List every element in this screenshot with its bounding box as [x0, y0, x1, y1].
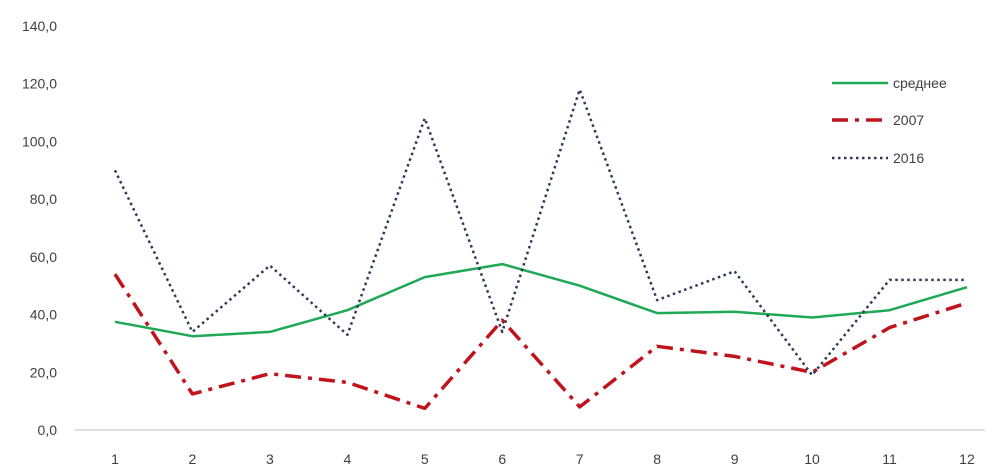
series-line-среднее [114, 262, 968, 338]
x-tick-label: 3 [266, 451, 274, 467]
series-line-2016 [113, 88, 967, 377]
x-tick-label: 11 [882, 451, 897, 467]
x-tick-label: 5 [421, 451, 429, 467]
x-tick-label: 12 [959, 451, 975, 467]
x-tick-label: 2 [189, 451, 197, 467]
legend-label: 2016 [893, 150, 924, 166]
y-tick-label: 40,0 [30, 307, 57, 323]
legend-label: среднее [893, 75, 947, 91]
y-axis-tick-labels: 0,0 20,0 40,0 60,0 80,0 100,0 120,0 140,0 [22, 18, 57, 438]
legend-label: 2007 [893, 112, 924, 128]
y-tick-label: 80,0 [30, 191, 57, 207]
x-tick-label: 7 [576, 451, 584, 467]
y-tick-label: 0,0 [38, 422, 58, 438]
y-tick-label: 60,0 [30, 249, 57, 265]
x-tick-label: 4 [343, 451, 351, 467]
y-tick-label: 20,0 [30, 364, 57, 380]
x-tick-label: 10 [804, 451, 820, 467]
legend: среднее 2007 2016 [832, 75, 947, 166]
y-tick-label: 120,0 [22, 76, 57, 92]
series-lines [113, 88, 968, 411]
x-axis-tick-labels: 1 2 3 4 5 6 7 8 9 10 11 12 [111, 451, 975, 467]
x-tick-label: 6 [498, 451, 506, 467]
y-tick-label: 140,0 [22, 18, 57, 34]
y-tick-label: 100,0 [22, 133, 57, 149]
x-tick-label: 1 [111, 451, 119, 467]
x-tick-label: 8 [653, 451, 661, 467]
x-tick-label: 9 [731, 451, 739, 467]
series-line-2007 [113, 273, 968, 411]
